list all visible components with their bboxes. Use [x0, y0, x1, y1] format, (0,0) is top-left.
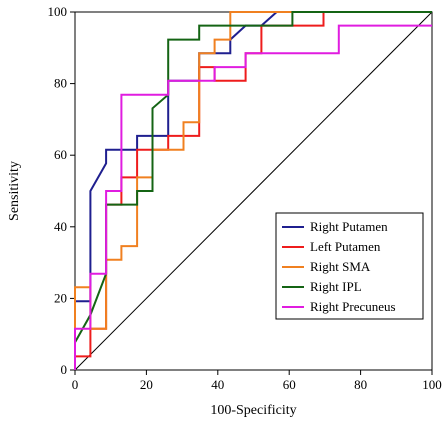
legend-label: Left Putamen	[310, 239, 381, 254]
x-tick-label: 100	[422, 377, 442, 392]
legend-label: Right SMA	[310, 259, 371, 274]
series-line-right-ipl	[74, 11, 432, 370]
legend-label: Right Putamen	[310, 219, 388, 234]
x-tick-label: 20	[140, 377, 153, 392]
ticks: 0 20 40 60 80 100 0 20 40 60 80 100	[48, 4, 442, 392]
legend-label: Right Precuneus	[310, 299, 396, 314]
x-tick-label: 60	[283, 377, 296, 392]
legend-label: Right IPL	[310, 279, 362, 294]
y-tick-label: 80	[54, 76, 67, 91]
series-line-right-precuneus	[74, 24, 432, 370]
y-tick-label: 100	[48, 4, 68, 19]
x-axis-title: 100-Specificity	[210, 403, 296, 418]
diagonal-reference-line	[74, 11, 433, 371]
x-tick-label: 40	[211, 377, 224, 392]
x-tick-label: 0	[72, 377, 79, 392]
y-tick-label: 40	[54, 219, 67, 234]
y-axis-title: Sensitivity	[7, 161, 22, 221]
x-tick-label: 80	[354, 377, 367, 392]
series-group	[74, 11, 432, 370]
reference-line	[74, 11, 433, 371]
y-tick-label: 20	[54, 290, 67, 305]
legend: Right Putamen Left Putamen Right SMA Right …	[275, 212, 424, 320]
y-tick-label: 0	[61, 362, 68, 377]
y-tick-label: 60	[54, 147, 67, 162]
